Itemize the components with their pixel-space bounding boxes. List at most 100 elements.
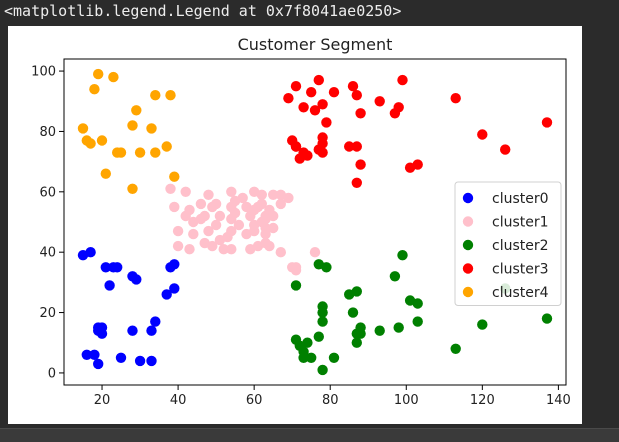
point-cluster2-27 <box>412 316 423 327</box>
point-cluster0-24 <box>169 283 180 294</box>
point-cluster4-15 <box>150 147 161 158</box>
point-cluster4-19 <box>169 171 180 182</box>
point-cluster3-35 <box>541 117 553 128</box>
legend-marker-cluster2 <box>462 239 474 251</box>
point-cluster3-10 <box>309 105 321 116</box>
point-cluster1-11 <box>195 198 207 210</box>
point-cluster1-2 <box>172 225 184 237</box>
point-cluster2-32 <box>541 313 553 324</box>
point-cluster1-0 <box>165 183 176 194</box>
point-cluster1-31 <box>233 219 245 231</box>
point-cluster3-17 <box>321 117 332 128</box>
point-cluster2-30 <box>477 319 488 330</box>
point-cluster1-49 <box>260 222 271 234</box>
point-cluster2-5 <box>302 337 313 348</box>
axes-frame <box>63 58 567 386</box>
point-cluster1-30 <box>229 207 241 219</box>
y-tick-label: 40 <box>39 246 56 261</box>
point-cluster3-32 <box>450 93 461 104</box>
point-cluster3-11 <box>313 74 324 86</box>
point-cluster3-6 <box>298 102 309 113</box>
point-cluster1-9 <box>188 228 199 240</box>
point-cluster3-2 <box>290 81 302 92</box>
point-cluster1-22 <box>218 244 229 255</box>
point-cluster3-31 <box>412 159 423 170</box>
point-cluster2-4 <box>298 346 309 357</box>
y-tick-label: 80 <box>39 125 56 140</box>
scatter-plot: Customer Segment 20 40 60 80 100 120 140 0 20 40… <box>8 26 582 424</box>
x-tick-label: 60 <box>246 393 263 408</box>
output-repr-text: <matplotlib.legend.Legend at 0x7f8041ae0… <box>0 0 619 22</box>
legend-label-cluster3: cluster3 <box>492 262 549 278</box>
x-tick-label: 40 <box>170 393 187 408</box>
point-cluster3-14 <box>317 99 328 110</box>
point-cluster3-33 <box>477 129 488 140</box>
point-cluster4-3 <box>89 84 100 95</box>
point-cluster2-29 <box>450 343 461 354</box>
series-cluster2 <box>290 250 553 376</box>
point-cluster1-14 <box>203 189 214 200</box>
point-cluster1-63 <box>309 247 321 258</box>
series-cluster4 <box>77 68 180 194</box>
x-tick-label: 80 <box>322 393 339 408</box>
point-cluster2-10 <box>317 316 328 327</box>
y-axis: 0 20 40 60 80 100 <box>31 65 64 381</box>
point-cluster1-54 <box>268 222 279 234</box>
cell-output-footer <box>0 428 619 442</box>
point-cluster4-11 <box>127 183 138 194</box>
x-axis: 20 40 60 80 100 120 140 <box>94 385 571 408</box>
point-cluster3-20 <box>347 81 359 92</box>
point-cluster0-8 <box>96 322 108 333</box>
point-cluster3-4 <box>290 141 302 152</box>
point-cluster0-20 <box>150 316 161 327</box>
point-cluster0-17 <box>134 355 146 367</box>
point-cluster1-7 <box>184 244 195 255</box>
point-cluster3-18 <box>328 87 340 98</box>
point-cluster1-52 <box>264 240 275 252</box>
point-cluster1-18 <box>210 219 222 231</box>
point-cluster3-23 <box>351 90 362 101</box>
point-cluster2-19 <box>351 337 362 348</box>
point-cluster2-22 <box>374 325 385 336</box>
point-cluster4-17 <box>161 141 172 152</box>
point-cluster4-14 <box>146 123 157 134</box>
series-cluster0 <box>77 247 180 370</box>
point-cluster4-12 <box>131 105 142 116</box>
point-cluster0-19 <box>146 325 157 336</box>
legend-label-cluster1: cluster1 <box>492 215 549 231</box>
point-cluster3-34 <box>500 144 511 155</box>
point-cluster1-62 <box>290 265 302 276</box>
legend-label-cluster2: cluster2 <box>492 238 549 254</box>
point-cluster2-11 <box>317 307 328 318</box>
point-cluster1-5 <box>180 186 191 197</box>
point-cluster4-13 <box>134 147 146 158</box>
point-cluster2-13 <box>321 262 332 273</box>
point-cluster2-21 <box>355 322 366 333</box>
point-cluster4-9 <box>115 147 127 158</box>
point-cluster1-19 <box>210 198 222 210</box>
point-cluster2-6 <box>306 352 317 363</box>
point-cluster2-16 <box>347 307 359 318</box>
point-cluster1-28 <box>226 244 237 255</box>
point-cluster0-2 <box>85 247 96 258</box>
legend-marker-cluster0 <box>462 192 474 204</box>
point-cluster1-1 <box>169 201 180 213</box>
point-cluster1-6 <box>184 204 195 216</box>
point-cluster3-24 <box>355 108 366 119</box>
legend-box <box>454 181 562 306</box>
point-cluster0-9 <box>100 262 112 273</box>
point-cluster0-14 <box>127 325 138 336</box>
point-cluster3-15 <box>317 132 328 143</box>
point-cluster0-13 <box>115 352 127 363</box>
point-cluster1-26 <box>226 186 237 197</box>
point-cluster2-24 <box>393 322 404 333</box>
point-cluster3-9 <box>306 87 317 98</box>
legend-marker-cluster3 <box>462 263 474 274</box>
series-cluster1 <box>165 183 321 276</box>
point-cluster4-6 <box>100 168 112 179</box>
point-cluster4-4 <box>93 68 104 80</box>
point-cluster0-3 <box>89 349 100 360</box>
point-cluster4-18 <box>165 90 176 101</box>
point-cluster1-32 <box>237 192 248 204</box>
point-cluster1-57 <box>275 247 286 258</box>
